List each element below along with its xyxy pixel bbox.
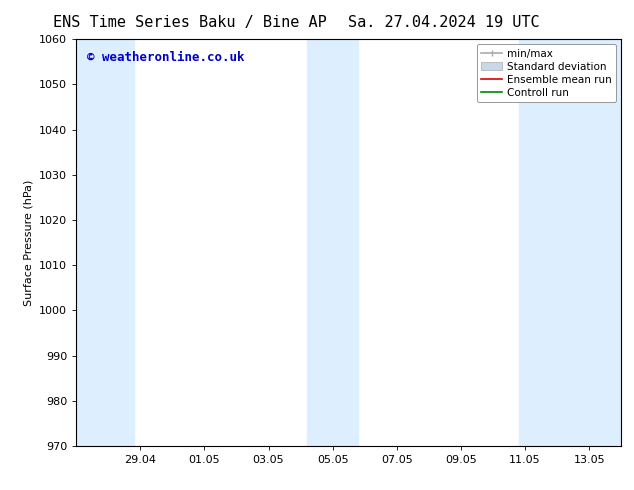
Bar [519,39,621,446]
Text: ENS Time Series Baku / Bine AP: ENS Time Series Baku / Bine AP [53,15,327,30]
Y-axis label: Surface Pressure (hPa): Surface Pressure (hPa) [23,179,34,306]
Bar [76,39,134,446]
Legend: min/max, Standard deviation, Ensemble mean run, Controll run: min/max, Standard deviation, Ensemble me… [477,45,616,102]
Text: Sa. 27.04.2024 19 UTC: Sa. 27.04.2024 19 UTC [348,15,540,30]
Bar [307,39,358,446]
Text: © weatheronline.co.uk: © weatheronline.co.uk [87,51,245,64]
